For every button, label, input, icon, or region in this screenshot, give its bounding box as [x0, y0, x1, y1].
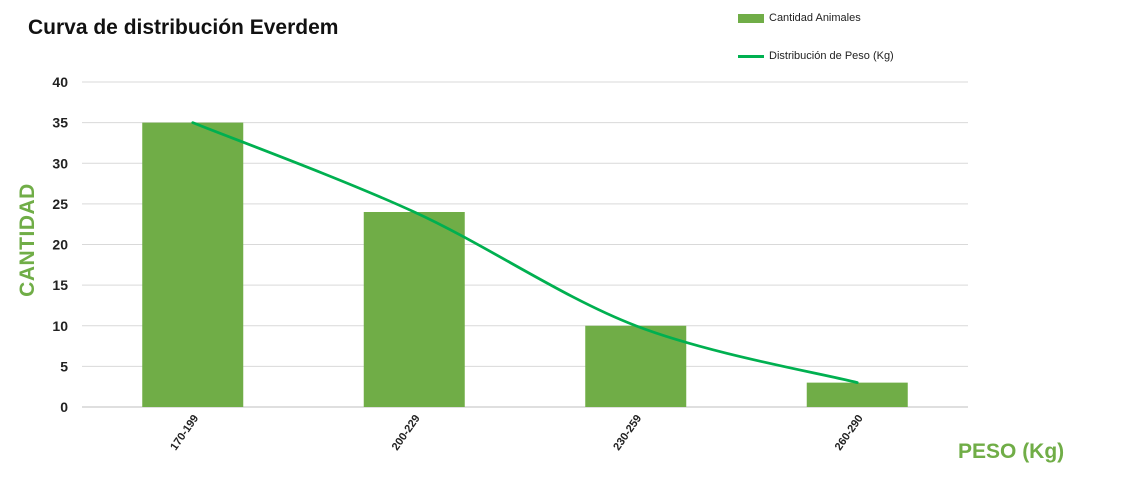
bar [585, 325, 687, 407]
legend-swatch-bar [738, 13, 764, 23]
chart-title: Curva de distribución Everdem [28, 16, 339, 39]
y-tick-label: 0 [60, 399, 68, 415]
legend-item-bars: Cantidad Animales [738, 10, 894, 26]
y-tick-label: 20 [52, 237, 68, 253]
bar [363, 212, 465, 407]
distribution-line [191, 121, 859, 384]
legend-label-line: Distribución de Peso (Kg) [769, 50, 894, 62]
x-tick-label: 170-199 [168, 413, 201, 453]
x-tick-label: 230-259 [611, 413, 644, 453]
y-tick-label: 10 [52, 318, 68, 334]
x-axis-label: PESO (Kg) [958, 440, 1065, 463]
line-series [191, 121, 859, 384]
x-tick-label: 200-229 [390, 413, 423, 453]
y-tick-label: 5 [60, 358, 68, 374]
y-tick-label: 30 [52, 155, 68, 171]
y-tick-label: 40 [52, 74, 68, 90]
bar [806, 382, 908, 407]
legend-swatch-line [738, 54, 764, 58]
y-tick-label: 25 [52, 196, 68, 212]
legend-item-line: Distribución de Peso (Kg) [738, 48, 894, 64]
x-tick-label: 260-290 [833, 413, 866, 453]
bar-series [142, 122, 908, 407]
y-tick-labels: 0 5 10 15 20 25 30 35 40 [52, 74, 68, 415]
x-tick-labels: 170-199 200-229 230-259 260-290 [168, 413, 865, 453]
legend-label-bars: Cantidad Animales [769, 12, 861, 24]
y-tick-label: 35 [52, 115, 68, 131]
y-tick-label: 15 [52, 277, 68, 293]
chart-legend: Cantidad Animales Distribución de Peso (… [738, 10, 894, 64]
bar [142, 122, 244, 407]
